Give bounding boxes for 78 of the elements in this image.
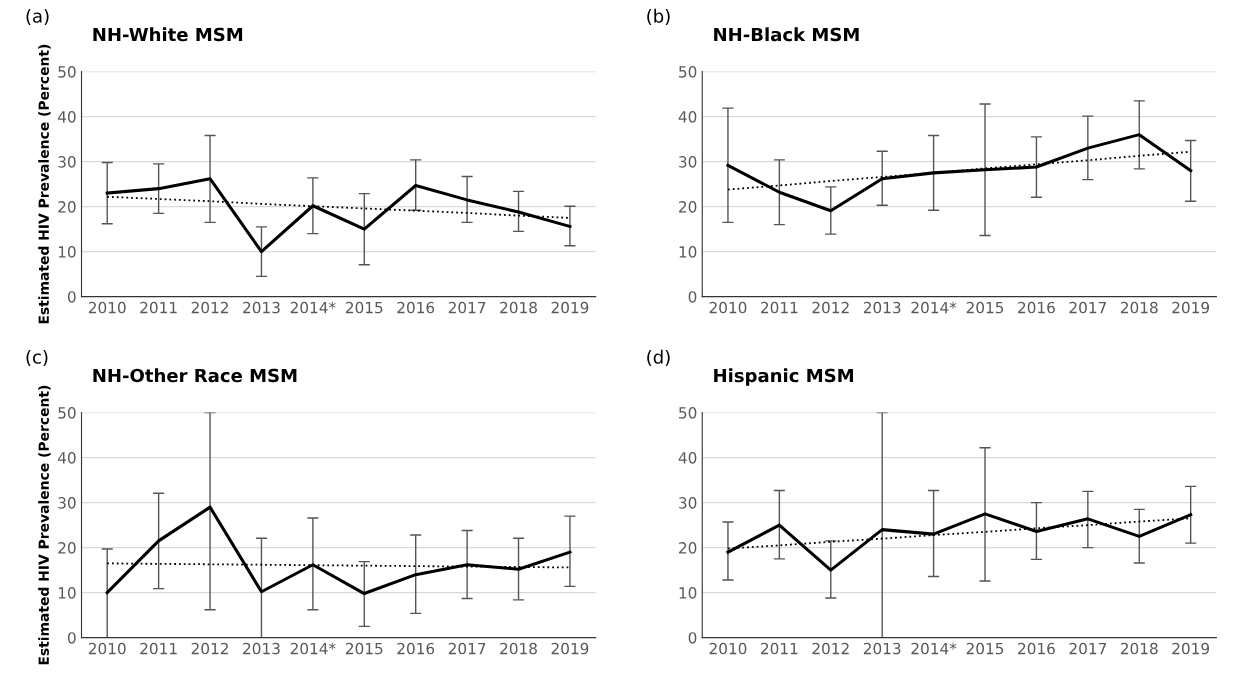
y-tick-label: 0 <box>688 632 697 644</box>
x-tick-label: 2017 <box>1069 301 1106 314</box>
chart-title: NH-White MSM <box>93 27 243 42</box>
y-tick-label: 40 <box>678 111 697 123</box>
y-axis-title: Estimated HIV Prevalence (Percent) <box>38 385 51 665</box>
x-tick-label: 2010 <box>709 301 747 314</box>
x-tick-label: 2016 <box>397 301 435 314</box>
x-tick-label: 2011 <box>761 642 798 655</box>
text: (a) <box>26 8 49 25</box>
x-tick-label: 2015 <box>345 642 383 655</box>
text: (c) <box>26 349 48 366</box>
y-tick-label: 50 <box>679 66 697 78</box>
x-tick-label: 2010 <box>709 642 747 655</box>
x-tick-label: 2013 <box>863 642 901 655</box>
x-tick-label: 2018 <box>500 642 537 655</box>
y-tick-label: 10 <box>58 246 76 258</box>
x-tick-label: 2015 <box>966 301 1004 314</box>
x-tick-label: 2013 <box>243 642 280 655</box>
chart-title: NH-Other Race MSM <box>93 368 297 383</box>
x-tick-label: 2013 <box>243 301 280 314</box>
text: (b) <box>647 8 670 25</box>
x-tick-label: 2010 <box>88 301 126 314</box>
x-tick-label: 2018 <box>500 301 537 314</box>
y-tick-label: 40 <box>57 111 76 123</box>
y-tick-label: 20 <box>679 542 697 554</box>
y-tick-label: 20 <box>58 201 76 213</box>
x-tick-label: 2010 <box>88 642 126 655</box>
y-axis-title: Estimated HIV Prevalence (Percent) <box>38 44 51 324</box>
x-tick-label: 2011 <box>140 301 177 314</box>
x-tick-label: 2018 <box>1120 642 1158 655</box>
x-tick-label: 2012 <box>812 642 849 655</box>
x-tick-label: 2019 <box>551 301 589 314</box>
x-tick-label: 2011 <box>761 301 798 314</box>
y-tick-label: 20 <box>58 542 76 554</box>
y-tick-label: 10 <box>58 587 76 599</box>
x-tick-label: 2019 <box>551 642 589 655</box>
x-tick-label: 2017 <box>1069 642 1106 655</box>
x-tick-label: 2018 <box>1120 301 1158 314</box>
line-series <box>105 177 572 254</box>
line-series <box>105 505 572 596</box>
y-tick-label: 50 <box>679 407 697 419</box>
y-tick-label: 30 <box>58 156 76 168</box>
y-tick-label: 20 <box>679 201 697 213</box>
line-series <box>726 133 1193 213</box>
chart-title: NH-Black MSM <box>714 27 859 42</box>
x-tick-label: 2019 <box>1172 642 1210 655</box>
x-tick-label: 2014* <box>911 642 957 655</box>
y-tick-label: 0 <box>67 632 76 644</box>
y-tick-label: 40 <box>57 452 76 464</box>
x-tick-label: 2019 <box>1172 301 1210 314</box>
y-tick-label: 0 <box>67 291 76 303</box>
y-tick-label: 30 <box>58 497 76 509</box>
y-tick-label: 50 <box>58 407 76 419</box>
y-tick-label: 30 <box>679 497 697 509</box>
x-tick-label: 2012 <box>812 301 849 314</box>
x-tick-label: 2012 <box>191 301 228 314</box>
x-tick-label: 2016 <box>397 642 435 655</box>
x-tick-label: 2011 <box>140 642 177 655</box>
x-tick-label: 2016 <box>1018 301 1055 314</box>
y-tick-label: 10 <box>679 246 697 258</box>
x-tick-label: 2014* <box>290 301 336 314</box>
x-tick-label: 2013 <box>863 301 901 314</box>
x-tick-label: 2014* <box>290 642 336 655</box>
line-series <box>726 512 1193 572</box>
chart-title: Hispanic MSM <box>714 368 853 386</box>
x-tick-label: 2012 <box>191 642 228 655</box>
text: (d) <box>647 349 670 366</box>
x-tick-label: 2016 <box>1018 642 1055 655</box>
x-tick-label: 2014* <box>911 301 957 314</box>
x-tick-label: 2017 <box>448 301 486 314</box>
x-tick-label: 2015 <box>345 301 383 314</box>
y-tick-label: 40 <box>678 452 697 464</box>
y-tick-label: 0 <box>688 291 697 303</box>
x-tick-label: 2017 <box>448 642 486 655</box>
y-tick-label: 10 <box>679 587 697 599</box>
y-tick-label: 50 <box>58 66 76 78</box>
y-tick-label: 30 <box>679 156 697 168</box>
x-tick-label: 2015 <box>966 642 1004 655</box>
